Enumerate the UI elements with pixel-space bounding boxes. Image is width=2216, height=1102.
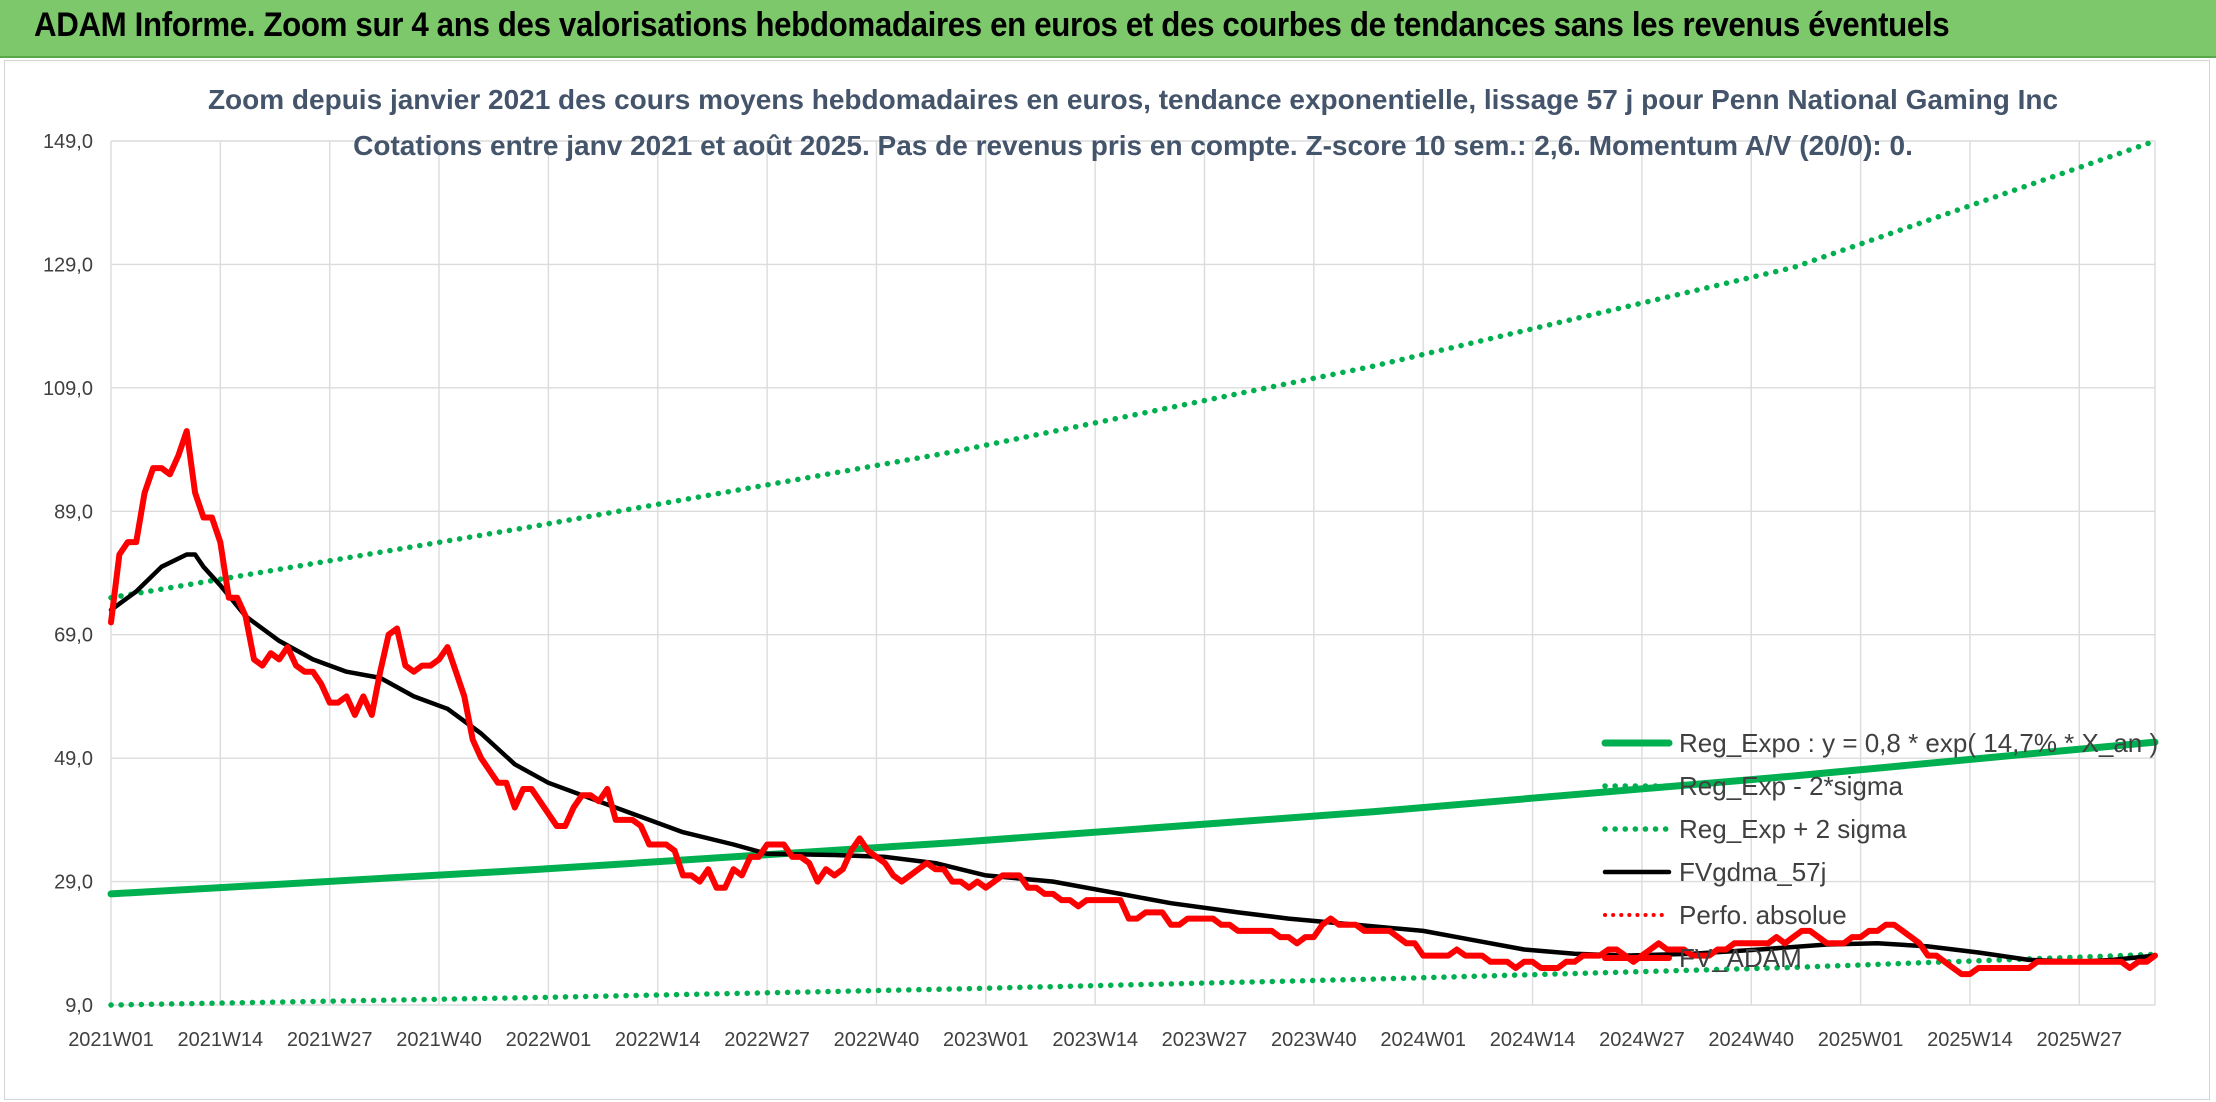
x-tick-label: 2022W01: [506, 1029, 592, 1051]
x-tick-label: 2021W14: [178, 1029, 264, 1051]
x-tick-label: 2022W14: [615, 1029, 701, 1051]
y-tick-label: 149,0: [43, 131, 93, 153]
plot-area: [107, 138, 2159, 1008]
x-tick-label: 2023W14: [1052, 1029, 1138, 1051]
legend-item-reg-exp-plus: Reg_Exp + 2 sigma: [1602, 814, 1907, 844]
legend-label: Reg_Exp - 2*sigma: [1679, 771, 1904, 801]
x-tick-label: 2021W01: [68, 1029, 154, 1051]
y-tick-label: 89,0: [54, 501, 93, 523]
legend-item-reg-exp-minus: Reg_Exp - 2*sigma: [1602, 771, 1904, 801]
legend-label: FVgdma_57j: [1679, 857, 1826, 887]
chart-title: Zoom depuis janvier 2021 des cours moyen…: [208, 84, 2058, 115]
band-lower-line: [108, 951, 2158, 1008]
legend-item-perfo-absolue: Perfo. absolue: [1603, 900, 1847, 930]
legend-label: FV_ADAM: [1679, 943, 1802, 973]
legend-label: Perfo. absolue: [1679, 900, 1847, 930]
weekly-valuation-chart: 149,0 129,0 109,0 89,0 69,0 49,0 29,0 9,0 2021W…: [43, 84, 2159, 1051]
y-tick-label: 129,0: [43, 254, 93, 276]
x-tick-label: 2021W40: [396, 1029, 482, 1051]
y-axis: 149,0 129,0 109,0 89,0 69,0 49,0 29,0 9,0: [43, 131, 93, 1017]
x-tick-label: 2023W01: [943, 1029, 1029, 1051]
legend-item-reg-expo: Reg_Expo : y = 0,8 * exp( 14,7% * X_an ): [1601, 728, 2158, 758]
x-axis: 2021W01 2021W14 2021W27 2021W40 2022W01 2022W…: [68, 1029, 2122, 1051]
x-tick-label: 2022W40: [834, 1029, 920, 1051]
x-tick-label: 2024W40: [1708, 1029, 1794, 1051]
y-tick-label: 69,0: [54, 625, 93, 647]
band-upper-line: [108, 138, 2158, 601]
x-tick-label: 2021W27: [287, 1029, 373, 1051]
x-tick-label: 2022W27: [724, 1029, 810, 1051]
x-tick-label: 2024W27: [1599, 1029, 1685, 1051]
x-tick-label: 2025W01: [1818, 1029, 1904, 1051]
report-title: ADAM Informe. Zoom sur 4 ans des valoris…: [34, 6, 1950, 44]
legend-item-fv-adam: FV_ADAM: [1602, 943, 1802, 973]
chart-frame: 149,0 129,0 109,0 89,0 69,0 49,0 29,0 9,0 2021W…: [4, 60, 2210, 1100]
fv-adam-line: [108, 428, 2158, 978]
x-tick-label: 2024W14: [1490, 1029, 1576, 1051]
legend-item-fvgdma: FVgdma_57j: [1602, 857, 1826, 887]
x-tick-label: 2024W01: [1380, 1029, 1466, 1051]
report-banner: ADAM Informe. Zoom sur 4 ans des valoris…: [0, 0, 2216, 58]
chart-subtitle: Cotations entre janv 2021 et août 2025. …: [353, 130, 1913, 161]
x-tick-label: 2025W27: [2036, 1029, 2122, 1051]
reg-expo-line: [107, 738, 2159, 898]
x-tick-label: 2025W14: [1927, 1029, 2013, 1051]
y-tick-label: 9,0: [65, 995, 93, 1017]
chart-legend: Reg_Expo : y = 0,8 * exp( 14,7% * X_an )…: [1601, 728, 2158, 973]
y-tick-label: 109,0: [43, 378, 93, 400]
y-tick-label: 49,0: [54, 748, 93, 770]
fv-gdma-line: [108, 552, 2158, 965]
y-tick-label: 29,0: [54, 872, 93, 894]
legend-label: Reg_Expo : y = 0,8 * exp( 14,7% * X_an ): [1679, 728, 2158, 758]
legend-label: Reg_Exp + 2 sigma: [1679, 814, 1907, 844]
x-tick-label: 2023W40: [1271, 1029, 1357, 1051]
x-tick-label: 2023W27: [1162, 1029, 1248, 1051]
